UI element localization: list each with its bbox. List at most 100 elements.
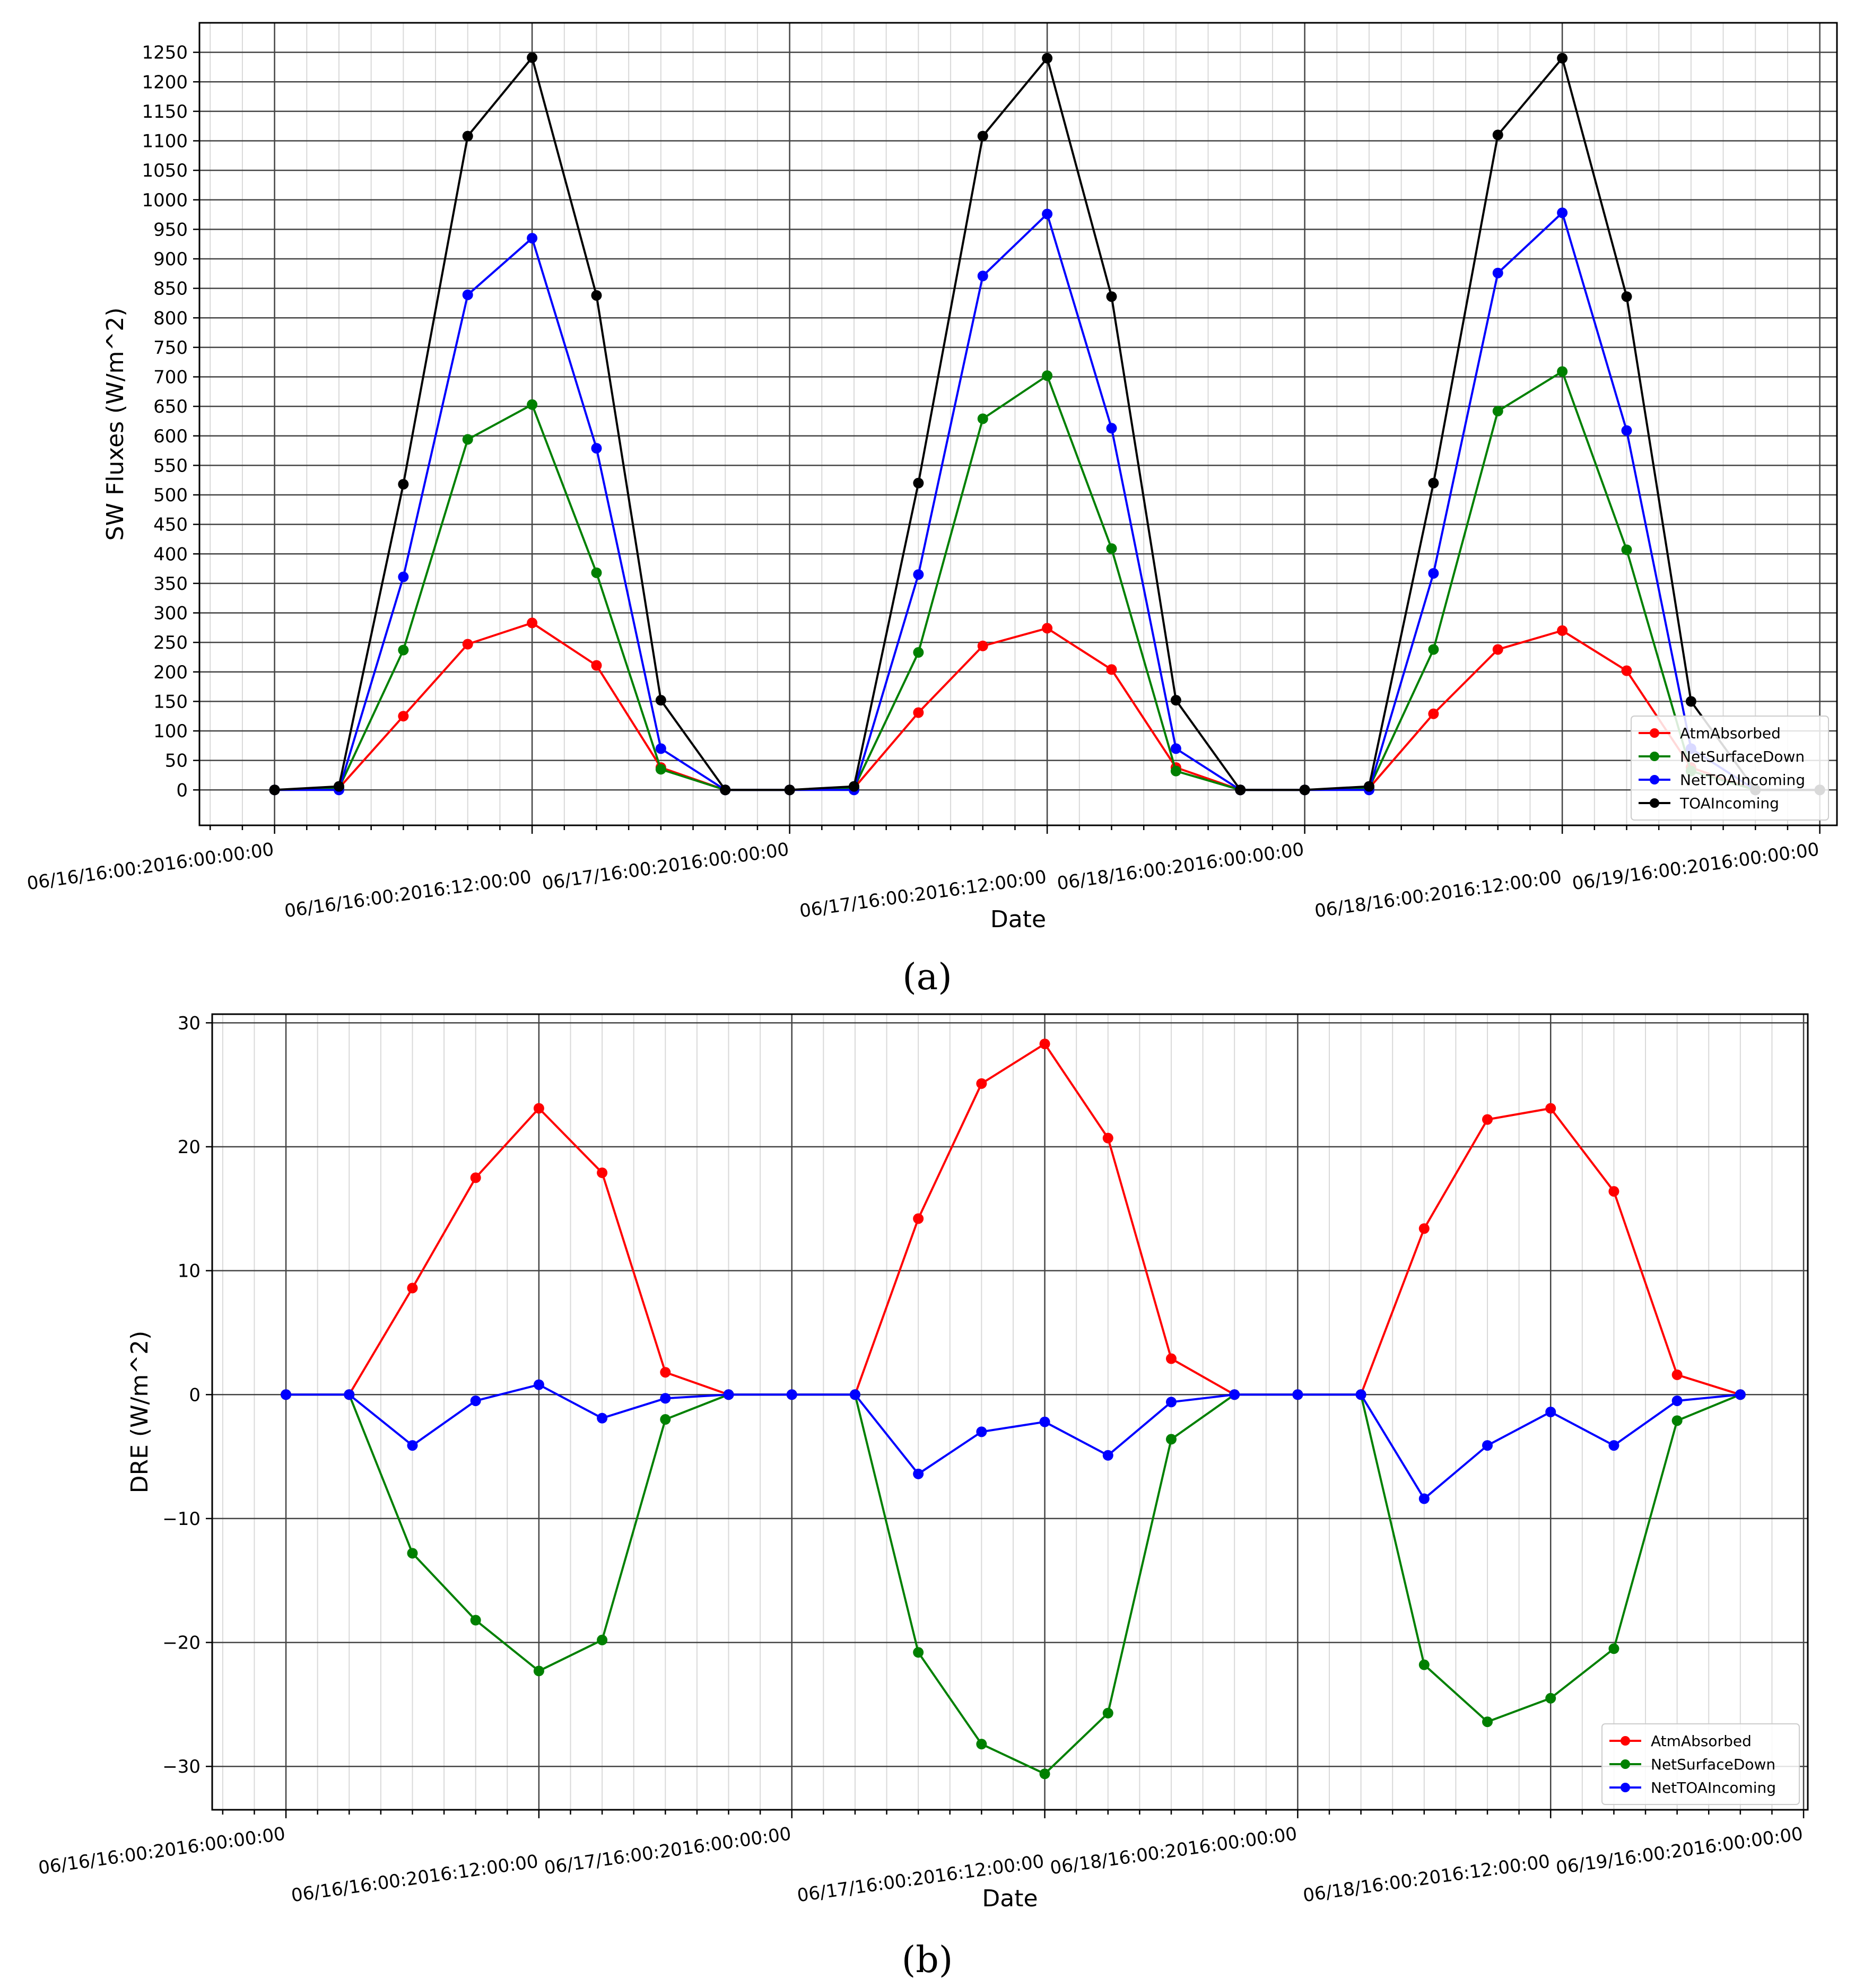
data-point bbox=[1042, 623, 1053, 634]
data-point bbox=[976, 1078, 987, 1089]
y-tick-label: −30 bbox=[162, 1756, 201, 1777]
data-point bbox=[1428, 644, 1439, 655]
x-axis: 06/16/16:00:2016:00:00:00 06/16/16:00:201… bbox=[25, 825, 1821, 922]
y-tick-label: 850 bbox=[153, 278, 188, 300]
data-point bbox=[470, 1395, 481, 1406]
data-point bbox=[462, 434, 473, 445]
series-line bbox=[286, 1043, 1741, 1396]
y-tick-label: 1050 bbox=[142, 160, 188, 181]
data-point bbox=[1106, 664, 1117, 675]
y-axis: 0 50 100 150 200 250 300 350 400 450 500 550 600 650 7… bbox=[142, 42, 199, 801]
data-point bbox=[1428, 568, 1439, 579]
data-point bbox=[1428, 708, 1439, 719]
data-point bbox=[527, 233, 538, 244]
data-point bbox=[1039, 1768, 1050, 1780]
data-point bbox=[655, 764, 666, 775]
data-point bbox=[1364, 781, 1374, 792]
data-point bbox=[1621, 665, 1632, 676]
data-point bbox=[533, 1103, 544, 1114]
data-point bbox=[269, 784, 280, 796]
data-point bbox=[976, 1426, 987, 1437]
data-point bbox=[848, 781, 859, 792]
data-point bbox=[1482, 1440, 1493, 1451]
x-tick-label: 06/16/16:00:2016:00:00:00 bbox=[37, 1823, 287, 1879]
chart-a-sw-fluxes: 0 50 100 150 200 250 300 350 400 450 500 550 600 650 7… bbox=[25, 22, 1838, 998]
data-point bbox=[462, 130, 473, 142]
data-point bbox=[660, 1414, 671, 1425]
minor-grid bbox=[222, 1014, 1773, 1810]
data-point bbox=[1621, 544, 1632, 555]
y-tick-label: 400 bbox=[153, 544, 188, 565]
data-point bbox=[1299, 784, 1310, 796]
data-point bbox=[533, 1379, 544, 1390]
x-tick-label: 06/16/16:00:2016:00:00:00 bbox=[25, 839, 275, 894]
data-point bbox=[533, 1666, 544, 1677]
data-point bbox=[1482, 1114, 1493, 1125]
data-point bbox=[344, 1389, 355, 1400]
plot-frame bbox=[211, 1013, 1809, 1811]
x-tick-label: 06/18/16:00:2016:00:00:00 bbox=[1049, 1823, 1299, 1879]
data-point bbox=[1039, 1039, 1050, 1050]
data-point bbox=[913, 707, 924, 718]
data-point bbox=[407, 1548, 418, 1559]
data-point bbox=[977, 130, 988, 142]
data-point bbox=[977, 271, 988, 282]
data-point bbox=[1621, 425, 1632, 436]
y-tick-label: 1200 bbox=[142, 72, 188, 93]
series-nettoaincoming bbox=[281, 1379, 1746, 1504]
data-point bbox=[281, 1389, 292, 1400]
data-point bbox=[1355, 1389, 1366, 1400]
data-point bbox=[913, 477, 924, 489]
series-line bbox=[286, 1393, 1741, 1775]
data-point bbox=[1671, 1415, 1683, 1426]
y-tick-label: 50 bbox=[165, 751, 188, 772]
data-point bbox=[1608, 1643, 1619, 1654]
x-tick-label: 06/17/16:00:2016:00:00:00 bbox=[543, 1823, 792, 1879]
legend-entry: NetTOAIncoming bbox=[1680, 771, 1805, 789]
data-point bbox=[1557, 366, 1568, 377]
y-tick-label: 1000 bbox=[142, 190, 188, 211]
data-point bbox=[977, 413, 988, 424]
data-point bbox=[398, 711, 409, 722]
legend-marker bbox=[1650, 728, 1659, 738]
legend-entry: NetTOAIncoming bbox=[1651, 1779, 1776, 1797]
series-line bbox=[286, 1383, 1741, 1500]
data-point bbox=[1042, 370, 1053, 381]
y-tick-label: 800 bbox=[153, 308, 188, 329]
data-point bbox=[1102, 1450, 1113, 1461]
y-tick-label: −10 bbox=[162, 1509, 201, 1530]
data-point bbox=[1418, 1659, 1430, 1670]
data-point bbox=[1170, 765, 1181, 777]
series-toaincoming bbox=[269, 52, 1825, 796]
data-point bbox=[1685, 696, 1696, 707]
data-point bbox=[655, 695, 666, 706]
data-point bbox=[1170, 743, 1181, 754]
y-tick-label: 200 bbox=[153, 662, 188, 683]
y-tick-label: 30 bbox=[178, 1013, 201, 1034]
y-tick-label: 950 bbox=[153, 219, 188, 240]
data-point bbox=[1557, 625, 1568, 636]
data-point bbox=[527, 399, 538, 410]
x-tick-label: 06/19/16:00:2016:00:00:00 bbox=[1555, 1823, 1805, 1879]
data-point bbox=[913, 569, 924, 580]
y-axis-label: SW Fluxes (W/m^2) bbox=[102, 308, 129, 541]
data-point bbox=[398, 478, 409, 490]
x-tick-label: 06/17/16:00:2016:00:00:00 bbox=[541, 839, 790, 894]
data-point bbox=[1492, 644, 1503, 655]
data-point bbox=[1106, 543, 1117, 554]
y-tick-label: 650 bbox=[153, 396, 188, 417]
data-point bbox=[720, 784, 731, 796]
legend-marker bbox=[1621, 1783, 1630, 1792]
data-point bbox=[1608, 1440, 1619, 1451]
legend-marker bbox=[1650, 798, 1659, 808]
y-tick-label: 0 bbox=[176, 780, 188, 801]
x-tick-label: 06/19/16:00:2016:00:00:00 bbox=[1571, 839, 1821, 894]
legend-box bbox=[1631, 716, 1829, 821]
y-axis-label: DRE (W/m^2) bbox=[126, 1331, 153, 1494]
y-tick-label: 300 bbox=[153, 603, 188, 624]
data-point bbox=[1545, 1407, 1556, 1417]
data-point bbox=[913, 1213, 924, 1224]
x-tick-label: 06/16/16:00:2016:12:00:00 bbox=[283, 866, 533, 922]
chart-b-dre: −30 −20 −10 0 10 20 30 06/16/16:00:2016:00:00:0… bbox=[37, 1013, 1809, 1981]
legend-marker bbox=[1650, 775, 1659, 784]
